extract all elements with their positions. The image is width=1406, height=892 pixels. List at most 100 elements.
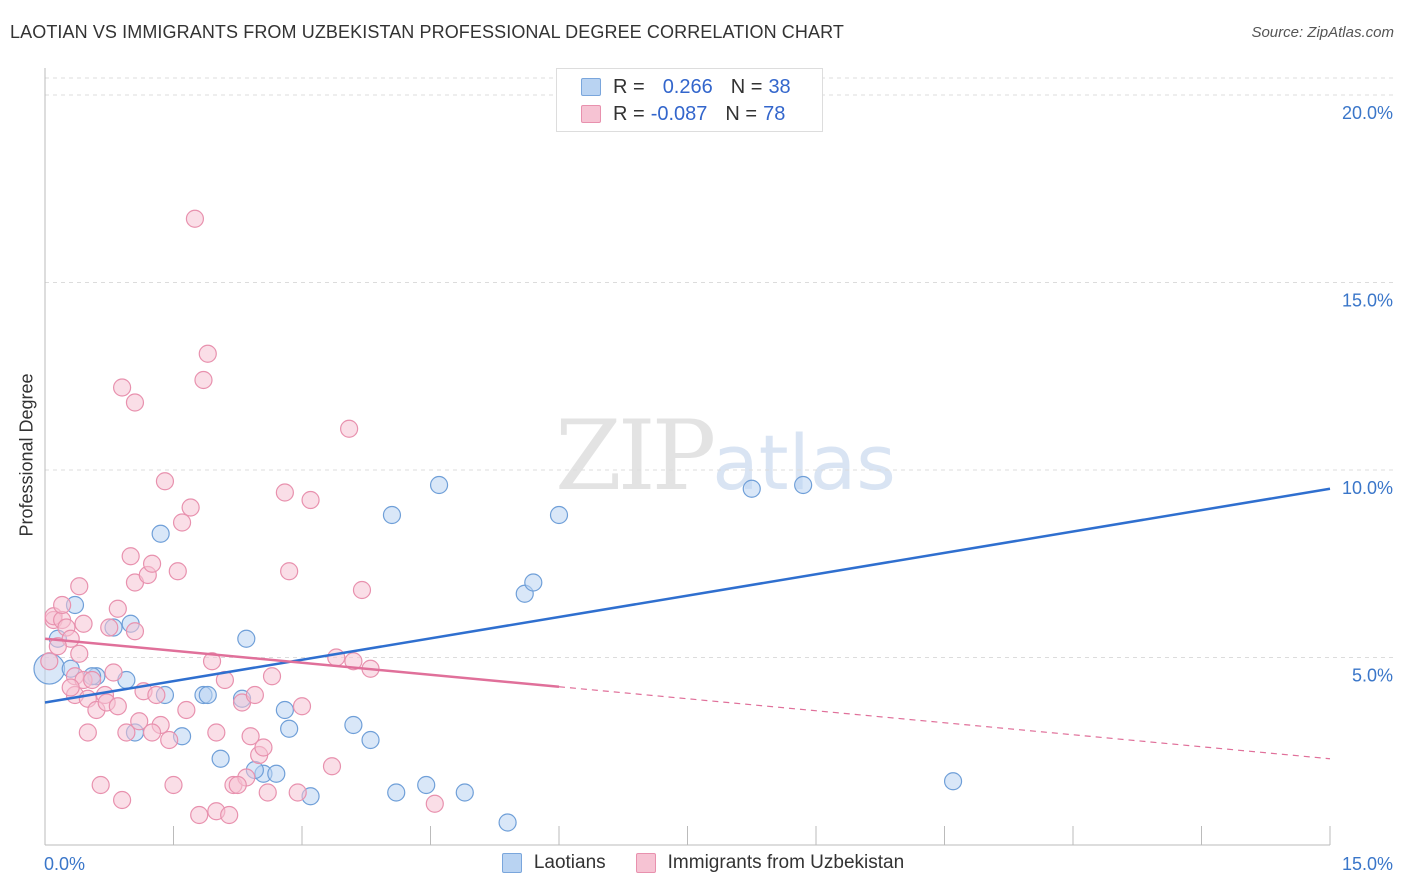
point-laotian <box>344 715 363 735</box>
legend-r-label: R = <box>613 75 645 98</box>
point-uzbekistan <box>344 652 363 671</box>
point-laotian <box>382 505 402 525</box>
legend-label-laotians: Laotians <box>533 852 606 873</box>
point-uzbekistan <box>220 805 239 825</box>
point-uzbekistan <box>100 618 119 637</box>
point-uzbekistan <box>142 723 162 742</box>
point-uzbekistan <box>112 790 132 810</box>
point-uzbekistan <box>164 775 183 795</box>
point-uzbekistan <box>194 370 213 390</box>
point-uzbekistan <box>280 562 299 581</box>
point-uzbekistan <box>228 775 247 795</box>
point-uzbekistan <box>117 723 136 742</box>
legend-item-laotians: Laotians <box>501 852 606 874</box>
point-laotian <box>742 479 761 498</box>
point-uzbekistan <box>61 678 80 697</box>
point-uzbekistan <box>245 685 264 705</box>
point-uzbekistan <box>262 667 282 686</box>
point-uzbekistan <box>327 648 346 667</box>
point-laotian <box>455 783 474 802</box>
point-uzbekistan <box>108 599 127 618</box>
point-laotian <box>524 573 543 592</box>
point-uzbekistan <box>301 490 320 510</box>
point-uzbekistan <box>70 644 89 663</box>
point-laotian <box>387 783 406 802</box>
point-laotian <box>275 700 294 720</box>
point-uzbekistan <box>241 727 260 746</box>
legend-swatch-blue <box>501 853 522 873</box>
trend-lines <box>44 487 1331 760</box>
series-legend: Laotians Immigrants from Uzbekistan <box>0 852 1406 874</box>
legend-n-label: N = <box>725 102 758 125</box>
point-laotian <box>943 772 963 791</box>
y-tick-label: 15.0% <box>1342 291 1393 311</box>
legend-swatch-blue <box>581 78 601 96</box>
point-laotian <box>549 505 569 525</box>
legend-n-value: 78 <box>763 102 786 125</box>
point-uzbekistan <box>142 554 162 573</box>
point-uzbekistan <box>172 513 192 532</box>
point-laotian <box>280 719 299 738</box>
point-uzbekistan <box>177 700 196 720</box>
point-uzbekistan <box>352 580 372 600</box>
stats-legend: R = 0.266 N = 38 R = -0.087 N = 78 <box>556 68 823 132</box>
y-axis-label: Professional Degree <box>16 373 37 537</box>
point-uzbekistan <box>322 757 342 776</box>
watermark-zip: ZIP <box>555 400 716 512</box>
point-uzbekistan <box>108 697 127 716</box>
point-uzbekistan <box>202 652 222 671</box>
point-laotian <box>361 730 380 750</box>
point-uzbekistan <box>48 637 67 656</box>
watermark: ZIPatlas <box>555 400 896 512</box>
legend-swatch-pink <box>581 105 601 123</box>
point-laotian <box>211 749 230 768</box>
point-uzbekistan <box>155 472 175 491</box>
legend-row-uzbekistan: R = -0.087 N = 78 <box>581 101 785 127</box>
point-uzbekistan <box>425 794 444 813</box>
point-laotian <box>237 629 256 648</box>
point-uzbekistan <box>40 652 59 671</box>
legend-label-uzbekistan: Immigrants from Uzbekistan <box>667 852 905 873</box>
point-uzbekistan <box>112 378 132 397</box>
point-uzbekistan <box>275 483 294 502</box>
point-uzbekistan <box>198 344 217 363</box>
point-uzbekistan <box>340 419 359 438</box>
y-tick-label: 20.0% <box>1342 103 1393 123</box>
point-uzbekistan <box>168 562 187 581</box>
tick-labels: 5.0% 10.0% 15.0% 20.0% 0.0% 15.0% <box>44 103 1393 874</box>
point-laotian <box>794 475 813 495</box>
legend-n-label: N = <box>730 75 763 98</box>
point-uzbekistan <box>292 697 312 716</box>
grid-lines <box>45 77 1395 658</box>
trend-line-uzbekistan <box>44 637 560 688</box>
point-uzbekistan <box>104 663 123 682</box>
data-points <box>33 209 963 832</box>
point-laotian <box>429 475 449 495</box>
point-laotian <box>198 685 217 705</box>
point-uzbekistan <box>74 614 93 633</box>
point-uzbekistan <box>125 622 145 641</box>
y-tick-label: 5.0% <box>1352 666 1393 686</box>
legend-swatch-pink <box>635 853 656 873</box>
point-uzbekistan <box>53 595 72 615</box>
point-uzbekistan <box>185 209 205 228</box>
point-uzbekistan <box>83 670 102 690</box>
point-uzbekistan <box>130 712 149 731</box>
point-uzbekistan <box>207 723 226 742</box>
point-laotian <box>417 775 436 795</box>
point-uzbekistan <box>78 723 97 742</box>
chart-title: LAOTIAN VS IMMIGRANTS FROM UZBEKISTAN PR… <box>10 22 844 42</box>
legend-item-uzbekistan: Immigrants from Uzbekistan <box>635 852 905 874</box>
point-uzbekistan <box>190 805 209 825</box>
point-uzbekistan <box>160 730 179 750</box>
x-tick-label: 15.0% <box>1342 854 1393 874</box>
chart-source: Source: ZipAtlas.com <box>1251 24 1394 41</box>
point-uzbekistan <box>125 393 145 412</box>
point-laotian <box>498 813 517 832</box>
point-uzbekistan <box>91 775 110 795</box>
legend-r-label: R = <box>613 102 645 125</box>
point-uzbekistan <box>254 738 273 757</box>
trend-line-uzbekistan-extrapolated <box>558 686 1331 760</box>
y-tick-label: 10.0% <box>1342 478 1393 498</box>
